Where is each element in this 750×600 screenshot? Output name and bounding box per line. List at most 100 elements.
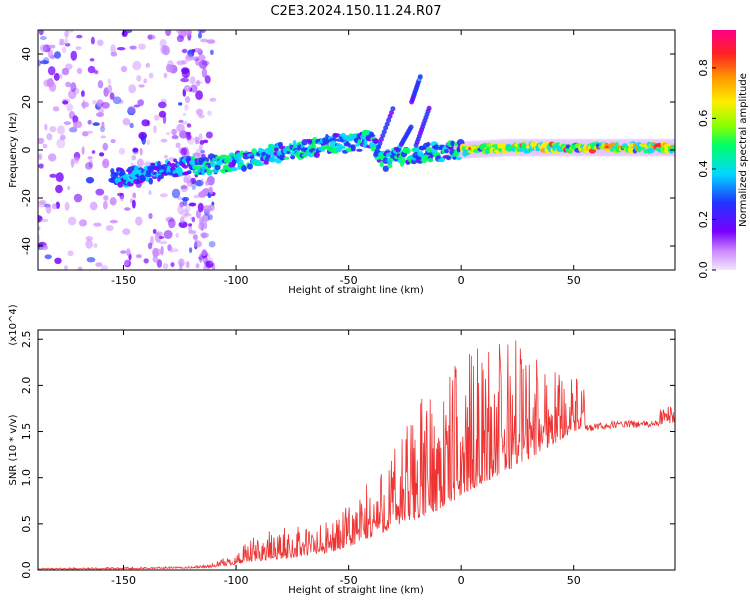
noise-blob <box>66 30 74 33</box>
noise-blob <box>152 229 157 234</box>
colorbar-gradient <box>712 30 736 270</box>
noise-blob <box>188 223 193 227</box>
ridge-blob <box>152 171 158 175</box>
streak-blob <box>380 133 386 139</box>
ridge-blob <box>329 140 337 148</box>
noise-blob <box>124 259 130 266</box>
noise-blob <box>138 43 146 50</box>
noise-blob <box>198 133 203 141</box>
noise-blob <box>184 104 189 111</box>
noise-blob <box>192 234 198 240</box>
ridge-blob <box>367 134 376 138</box>
streak-blob <box>377 140 383 146</box>
noise-blob <box>183 174 192 184</box>
noise-blob <box>198 59 208 69</box>
noise-blob <box>81 101 89 108</box>
noise-blob <box>65 81 71 88</box>
noise-blob <box>87 156 93 160</box>
spectrogram-x-tick-label: -150 <box>111 274 136 287</box>
noise-blob <box>198 32 202 39</box>
noise-blob <box>38 226 41 231</box>
noise-blob <box>148 72 154 79</box>
noise-blob <box>97 39 104 46</box>
ridge-blob <box>219 154 228 159</box>
noise-blob <box>171 128 178 136</box>
noise-blob <box>68 89 77 100</box>
noise-blob <box>85 162 93 170</box>
noise-blob <box>179 201 184 208</box>
noise-blob <box>70 82 77 92</box>
noise-blob <box>86 257 96 263</box>
noise-blob <box>155 231 163 237</box>
streak-blob <box>408 124 414 130</box>
streak-blob <box>426 105 432 111</box>
noise-blob <box>209 186 213 195</box>
noise-blob <box>176 60 186 66</box>
noise-blob <box>178 102 183 106</box>
noise-blob <box>52 106 60 112</box>
noise-blob <box>96 99 104 108</box>
colorbar: 0.0 0.2 0.4 0.6 0.8 Normalized spectral ampl… <box>697 30 749 279</box>
noise-blob <box>160 245 164 256</box>
noise-blob <box>109 92 115 100</box>
noise-blob <box>194 240 202 248</box>
snr-y-tick-label: 0.5 <box>20 515 33 533</box>
ridge-blob <box>176 166 183 172</box>
noise-blob <box>184 96 191 104</box>
noise-blob <box>132 192 137 199</box>
noise-blob <box>98 107 104 114</box>
snr-y-label: SNR (10 * v/v) <box>8 414 19 485</box>
noise-blob <box>74 156 80 162</box>
ridge-blob <box>656 142 663 148</box>
noise-blob <box>81 146 85 155</box>
ridge-blob <box>283 156 290 160</box>
streak-blob <box>376 144 381 150</box>
spectrogram-y-tick-label: 40 <box>20 47 33 61</box>
streak-blob <box>373 152 379 158</box>
noise-blob <box>175 142 181 149</box>
streak-blob <box>384 121 390 127</box>
colorbar-tick-label: 0.4 <box>697 160 710 178</box>
noise-blob <box>143 78 148 84</box>
noise-blob <box>165 63 174 73</box>
snr-y-tick-label: 2.5 <box>20 330 33 348</box>
noise-blob <box>87 130 94 134</box>
snr-ticks: -150 -100 -50 0 50 0.0 0.5 1.0 1.5 2.0 2.5 <box>20 330 675 587</box>
noise-blob <box>194 136 200 142</box>
noise-blob <box>166 131 171 136</box>
noise-blob <box>200 177 204 186</box>
ridge-blob <box>638 147 644 151</box>
noise-blob <box>103 195 109 201</box>
noise-blob <box>73 157 79 164</box>
ridge-blob <box>643 148 647 154</box>
noise-blob <box>44 123 48 131</box>
noise-blob <box>59 134 66 141</box>
noise-blob <box>59 38 65 43</box>
noise-blob <box>167 244 172 252</box>
ridge-blob <box>187 170 192 175</box>
snr-y-tick-label: 1.5 <box>20 423 33 441</box>
noise-blob <box>87 65 96 74</box>
streak-blob <box>389 110 394 116</box>
noise-blob <box>59 73 63 79</box>
noise-blob <box>169 246 174 254</box>
noise-blob <box>49 126 57 133</box>
noise-blob <box>55 184 63 194</box>
spectrogram-panel: -150 -100 -50 0 50 -40 -20 0 20 40 Height of stra… <box>8 29 676 296</box>
noise-blob <box>99 152 105 157</box>
noise-blob <box>188 230 197 235</box>
noise-blob <box>147 34 156 40</box>
streak-blob <box>383 125 389 131</box>
noise-blob <box>64 30 69 38</box>
noise-blob <box>103 200 108 210</box>
noise-blob <box>75 46 82 50</box>
ridge-blob <box>247 163 253 170</box>
noise-blob <box>51 203 58 210</box>
ridge-blob <box>350 147 356 152</box>
noise-blob <box>176 30 185 34</box>
noise-blob <box>55 172 64 183</box>
noise-blob <box>127 105 136 114</box>
noise-blob <box>128 84 137 94</box>
ridge-blob <box>119 169 126 177</box>
spectrogram-x-tick-label: -100 <box>224 274 249 287</box>
